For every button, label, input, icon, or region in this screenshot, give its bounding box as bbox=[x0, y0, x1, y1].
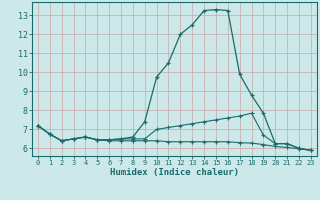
X-axis label: Humidex (Indice chaleur): Humidex (Indice chaleur) bbox=[110, 168, 239, 177]
